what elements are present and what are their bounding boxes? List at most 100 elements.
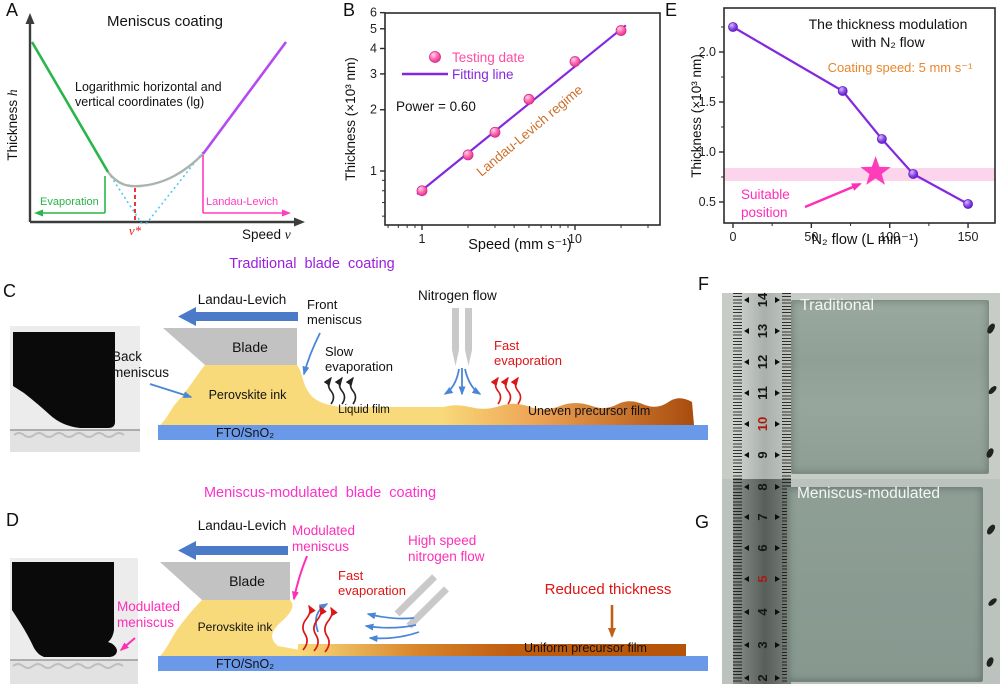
y-tick-label: 4: [370, 41, 377, 55]
landau-region-label: Landau-Levich: [206, 196, 279, 208]
data-point: [489, 126, 501, 138]
evaporation-branch: [30, 41, 110, 173]
substrate-label-d: FTO/SnO₂: [215, 657, 275, 671]
angled-nozzle: [394, 574, 437, 617]
nitrogen-nozzle: [452, 308, 459, 366]
ruler-arrow-icon: [775, 609, 780, 615]
nitrogen-flow-label: Nitrogen flow: [418, 288, 497, 303]
dotted-extrapolation-left: [107, 171, 143, 225]
blade-label-c: Blade: [232, 339, 268, 355]
y-tick-label: 2.0: [699, 45, 716, 59]
blade-shape: [160, 562, 290, 600]
panel-e-chart: 0 50 100 150 0.5 1.0 1.5 2.0: [699, 7, 996, 244]
ruler-arrow-icon: [775, 452, 780, 458]
perovskite-ink-region: [160, 365, 470, 425]
x-tick-label: 0: [730, 230, 737, 244]
ruler-f: 14 13 12 11 10 9: [733, 293, 791, 479]
y-axis-arrow-icon: [25, 13, 35, 24]
ruler-arrow-icon: [744, 452, 749, 458]
ruler-arrow-icon: [775, 545, 780, 551]
slow-evaporation-arrow-icon: [323, 376, 335, 405]
modulated-meniscus-pointer-photo: [119, 637, 136, 651]
panel-a-schematic: [25, 13, 305, 227]
ruler-arrow-icon: [775, 297, 780, 303]
meniscus-modulated-film-photo: 8 7 6 5 4 3 2 Meniscus-modulated: [722, 479, 1000, 684]
reduced-thickness-label: Reduced thickness: [544, 581, 672, 598]
panel-e-xlabel: N₂ flow (L min⁻¹): [811, 232, 919, 248]
suitable-position-label: Suitable position: [741, 187, 790, 221]
ruler-arrow-icon: [775, 421, 780, 427]
back-meniscus-label: Back meniscus: [112, 349, 170, 380]
panel-b-label: B: [343, 0, 356, 20]
ruler-number: 14: [755, 292, 770, 308]
ruler-number: 8: [755, 483, 770, 491]
ruler-number: 6: [755, 544, 770, 552]
ruler-arrow-icon: [744, 576, 749, 582]
y-tick-label: 1.5: [699, 95, 716, 109]
ruler-number: 4: [755, 608, 770, 616]
legend-fitting-line: Fitting line: [452, 67, 514, 82]
photo-surface-texture: [12, 663, 124, 669]
panel-e-label: E: [665, 0, 678, 20]
ruler-arrow-icon: [775, 484, 780, 490]
data-point: [462, 149, 474, 161]
panel-a-ylabel: Thickness h: [5, 89, 20, 161]
panel-d-label: D: [6, 510, 19, 530]
data-point: [728, 22, 738, 32]
y-tick-label: 1.0: [699, 145, 716, 159]
substrate-label-c: FTO/SnO₂: [215, 426, 275, 440]
landau-branch: [201, 41, 288, 155]
background-mark: [985, 523, 997, 536]
liquid-film-label: Liquid film: [338, 404, 390, 416]
data-point: [837, 86, 848, 96]
uniform-precursor-film: [298, 644, 686, 656]
ruler-arrow-icon: [744, 642, 749, 648]
ruler-arrow-icon: [744, 359, 749, 365]
x-tick-label: 1: [419, 232, 426, 246]
evaporation-region-label: Evaporation: [40, 196, 99, 208]
data-point: [523, 93, 535, 105]
ruler-arrow-icon: [775, 359, 780, 365]
panel-d-diagram: [158, 541, 708, 671]
x-axis-arrow-icon: [294, 217, 305, 227]
ruler-ticks: [782, 479, 791, 684]
ruler-number: 12: [755, 354, 770, 370]
background-mark: [985, 656, 995, 668]
suitable-position-star-icon: [860, 156, 891, 185]
evaporation-arrow-icon: [34, 209, 43, 217]
data-point: [963, 199, 973, 209]
suitable-position-pointer: [804, 182, 862, 209]
back-meniscus-photo: [10, 326, 140, 452]
meniscus-modulated-caption: Meniscus-modulated: [797, 485, 941, 502]
panel-a-label: A: [6, 0, 19, 20]
ruler-arrow-icon: [775, 390, 780, 396]
panel-f-label: F: [698, 274, 709, 294]
ruler-arrow-icon: [775, 514, 780, 520]
front-meniscus-pointer: [302, 332, 321, 376]
x-tick-label: 10: [568, 232, 582, 246]
perovskite-ink-region: [160, 600, 300, 656]
panel-a-xlabel: Speed ν: [242, 227, 291, 242]
ruler-number: 13: [755, 323, 770, 339]
fast-evaporation-label-d: Fast evaporation: [338, 568, 406, 599]
data-point: [876, 134, 887, 144]
traditional-film: [791, 300, 989, 474]
panel-b-chart: 1 10 1 2 3 4 5 6: [370, 6, 661, 246]
x-tick-label: 100: [879, 230, 900, 244]
plot-frame: [384, 12, 661, 226]
traditional-film-photo: 14 13 12 11 10 9 Traditional: [722, 293, 1000, 479]
y-tick-label: 0.5: [699, 195, 716, 209]
ruler-number: 9: [755, 451, 770, 459]
power-annotation: Power = 0.60: [396, 99, 476, 114]
panel-b-ylabel: Thickness (×10³ nm): [343, 57, 358, 181]
ruler-arrow-icon: [744, 328, 749, 334]
coating-speed-note: Coating speed: 5 mm s⁻¹: [827, 60, 973, 75]
fast-evaporation-arrow-icon: [302, 604, 316, 651]
ink-circulation-arrow-icon: [315, 603, 329, 633]
ruler-ticks: [733, 479, 742, 684]
data-point: [615, 25, 627, 36]
ruler-ticks: [733, 293, 742, 479]
meniscus-modulated-film: [787, 487, 983, 682]
panel-g-label: G: [695, 512, 710, 532]
ruler-number: 3: [755, 641, 770, 649]
